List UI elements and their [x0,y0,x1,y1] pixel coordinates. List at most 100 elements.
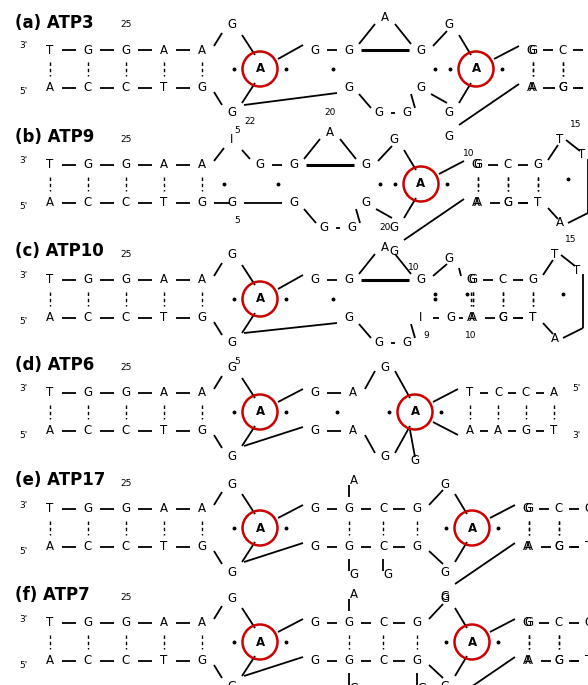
Text: G: G [375,106,383,119]
Text: G: G [554,540,563,553]
Text: 22: 22 [245,118,256,127]
Text: A: A [350,588,358,601]
Text: C: C [555,503,563,516]
Text: 15: 15 [565,236,577,245]
Text: G: G [228,362,236,375]
Text: A: A [160,616,168,630]
Text: G: G [389,245,399,258]
Text: G: G [83,158,92,171]
Text: G: G [198,540,206,553]
Text: 5': 5' [572,384,580,393]
Text: A: A [410,406,420,419]
Text: A: A [160,273,168,286]
Text: A: A [46,654,54,667]
Text: A: A [525,654,533,667]
Text: G: G [440,680,450,685]
Text: G: G [228,249,236,262]
Text: A: A [255,292,265,306]
Text: A: A [46,540,54,553]
Text: G: G [410,455,420,467]
Text: G: G [554,654,563,667]
Text: G: G [198,197,206,210]
Text: G: G [416,273,426,286]
Text: C: C [122,312,130,325]
Text: A: A [416,177,426,190]
Text: A: A [550,386,558,399]
Text: A: A [474,197,482,210]
Text: G: G [228,106,236,119]
Text: T: T [534,197,542,210]
Text: A: A [160,503,168,516]
Text: G: G [122,273,131,286]
Text: 25: 25 [121,593,132,603]
Text: A: A [494,425,502,438]
Text: G: G [559,82,567,95]
Text: G: G [445,18,453,32]
Text: G: G [416,44,426,56]
Text: 10: 10 [463,149,475,158]
Text: T: T [161,312,168,325]
Text: A: A [255,636,265,649]
Text: A: A [326,127,334,140]
Text: G: G [499,312,507,325]
Text: G: G [228,566,236,579]
Text: 20: 20 [379,223,390,232]
Text: T: T [534,197,542,210]
Text: C: C [379,654,387,667]
Text: G: G [122,386,131,399]
Text: 10: 10 [465,332,477,340]
Text: T: T [46,273,54,286]
Text: A: A [255,521,265,534]
Text: G: G [83,44,92,56]
Text: 3': 3' [20,614,28,623]
Text: T: T [573,264,580,277]
Text: G: G [345,616,353,630]
Text: G: G [289,158,299,171]
Text: 5: 5 [234,216,240,225]
Text: A: A [198,503,206,516]
Text: 5': 5' [20,430,28,440]
Text: A: A [466,425,474,438]
Text: T: T [161,82,168,95]
Text: G: G [289,197,299,210]
Text: T: T [466,386,473,399]
Text: G: G [198,425,206,438]
Text: C: C [122,425,130,438]
Text: A: A [198,616,206,630]
Text: G: G [440,590,450,603]
Text: A: A [467,636,476,649]
Text: A: A [160,386,168,399]
Text: G: G [310,44,319,56]
Text: G: G [503,197,513,210]
Text: G: G [310,503,319,516]
Text: T: T [550,425,557,438]
Text: T: T [46,503,54,516]
Text: C: C [84,312,92,325]
Text: G: G [228,680,236,685]
Text: 3': 3' [572,430,580,440]
Text: G: G [440,477,450,490]
Text: A: A [467,312,475,325]
Text: G: G [412,616,422,630]
Text: A: A [556,216,564,229]
Text: A: A [551,332,559,345]
Text: 3': 3' [20,501,28,510]
Text: G: G [255,158,265,171]
Text: G: G [445,106,453,119]
Text: 5': 5' [20,318,28,327]
Text: T: T [161,425,168,438]
Text: T: T [161,654,168,667]
Text: G: G [440,566,450,579]
Text: G: G [310,425,319,438]
Text: G: G [122,616,131,630]
Text: G: G [559,82,567,95]
Text: G: G [389,134,399,147]
Text: C: C [379,616,387,630]
Text: G: G [584,616,588,630]
Text: G: G [380,449,390,462]
Text: G: G [345,503,353,516]
Text: G: G [412,654,422,667]
Text: T: T [586,540,588,553]
Text: T: T [586,540,588,553]
Text: G: G [416,82,426,95]
